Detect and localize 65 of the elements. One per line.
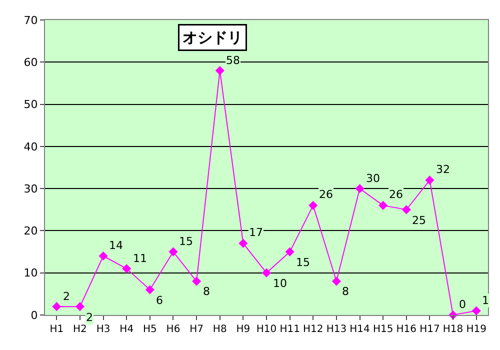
y-tick-label: 30 xyxy=(24,182,38,196)
point xyxy=(285,247,294,256)
point xyxy=(75,302,85,312)
point xyxy=(425,176,434,185)
point xyxy=(192,276,202,286)
x-tick-label: H13 xyxy=(326,324,347,335)
data-label: 58 xyxy=(226,54,240,67)
data-label: 10 xyxy=(273,277,287,290)
data-label: 1 xyxy=(482,294,489,307)
x-tick-label: H11 xyxy=(280,324,300,335)
data-label: 8 xyxy=(203,285,210,298)
x-tick-label: H1 xyxy=(50,324,64,335)
x-tick-label: H17 xyxy=(420,324,440,335)
x-tick-label: H8 xyxy=(212,324,227,335)
x-tick-label: H14 xyxy=(350,324,370,335)
data-label: 17 xyxy=(249,226,263,239)
x-tick-label: H6 xyxy=(166,324,180,335)
point xyxy=(308,200,318,210)
point xyxy=(378,200,388,210)
point xyxy=(215,66,224,76)
y-tick-label: 70 xyxy=(24,14,38,27)
data-label: 6 xyxy=(156,294,163,307)
data-label: 26 xyxy=(389,188,403,201)
x-tick-label: H5 xyxy=(142,324,157,335)
data-label: 8 xyxy=(342,285,349,298)
y-tick-label: 40 xyxy=(24,140,38,154)
point xyxy=(472,306,481,316)
x-tick-label: H9 xyxy=(236,324,250,335)
x-tick-label: H2 xyxy=(73,324,87,335)
data-label: 2 xyxy=(86,311,93,324)
data-label: 11 xyxy=(133,252,147,265)
y-tick-label: 0 xyxy=(30,308,38,322)
x-tick-label: H19 xyxy=(466,324,486,335)
point xyxy=(98,251,108,261)
point xyxy=(145,285,154,294)
point xyxy=(122,264,132,274)
y-tick-label: 50 xyxy=(24,98,38,112)
data-label: 26 xyxy=(319,188,333,201)
data-label: 25 xyxy=(412,214,426,227)
data-label: 14 xyxy=(109,239,123,252)
point xyxy=(402,205,411,214)
point xyxy=(52,302,62,312)
text: オシドリ xyxy=(182,28,242,46)
data-label: 30 xyxy=(366,172,380,185)
data-label: 15 xyxy=(296,256,310,269)
point xyxy=(332,276,341,286)
x-tick-label: H10 xyxy=(256,324,277,335)
x-tick-label: H3 xyxy=(96,324,110,335)
x-tick-label: H18 xyxy=(442,324,464,335)
x-tick-label: H12 xyxy=(303,324,324,335)
x-tick-label: H15 xyxy=(372,324,394,335)
point xyxy=(262,268,272,278)
y-tick-label: 60 xyxy=(24,56,38,69)
data-label: 2 xyxy=(63,290,70,303)
x-tick-label: H4 xyxy=(120,324,134,335)
x-tick-label: H16 xyxy=(396,324,417,335)
y-tick-label: 20 xyxy=(24,224,38,238)
x-tick-label: H7 xyxy=(190,324,204,335)
point xyxy=(168,247,178,256)
data-label: 32 xyxy=(436,163,450,176)
y-tick-label: 10 xyxy=(24,266,38,280)
point xyxy=(238,238,248,248)
data-label: 0 xyxy=(459,298,466,311)
point xyxy=(355,184,364,194)
data-label: 15 xyxy=(179,235,193,248)
